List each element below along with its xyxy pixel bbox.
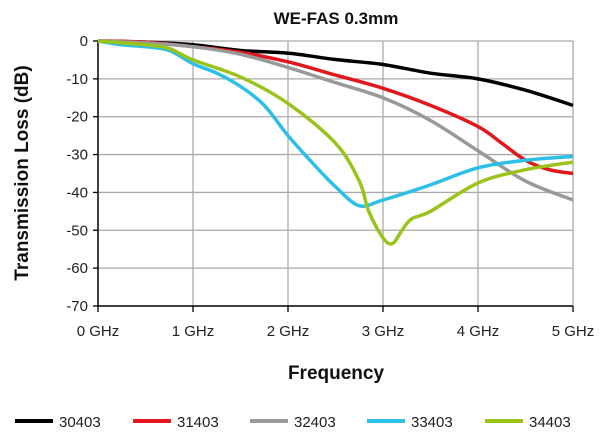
series-line-32403 [97,39,574,202]
y-tick-label: 0 [80,33,88,50]
legend-label: 33403 [411,414,453,431]
chart-title: WE-FAS 0.3mm [274,9,399,28]
series-line-33403 [97,39,574,208]
legend-item-33403: 33403 [367,414,453,431]
legend-item-34403: 34403 [485,414,571,431]
legend-label: 30403 [59,414,101,431]
legend-label: 34403 [529,414,571,431]
x-tick-label: 1 GHz [172,323,215,340]
x-tick-label: 0 GHz [77,323,120,340]
y-tick-label: -40 [66,184,88,201]
y-tick-label: -50 [66,222,88,239]
series-line-34403 [97,39,574,246]
y-tick-label: -20 [66,109,88,126]
x-tick-label: 4 GHz [457,323,500,340]
legend-item-30403: 30403 [15,414,101,431]
legend-item-31403: 31403 [133,414,219,431]
y-tick-label: -60 [66,260,88,277]
legend-item-32403: 32403 [250,414,336,431]
y-tick-label: -70 [66,298,88,315]
x-tick-label: 5 GHz [552,323,595,340]
y-tick-label: -30 [66,147,88,164]
y-axis-label: Transmission Loss (dB) [12,65,33,280]
y-tick-label: -10 [66,71,88,88]
x-tick-label: 3 GHz [362,323,405,340]
legend-label: 31403 [177,414,219,431]
legend-label: 32403 [294,414,336,431]
x-tick-label: 2 GHz [267,323,310,340]
x-axis-label: Frequency [288,363,385,384]
